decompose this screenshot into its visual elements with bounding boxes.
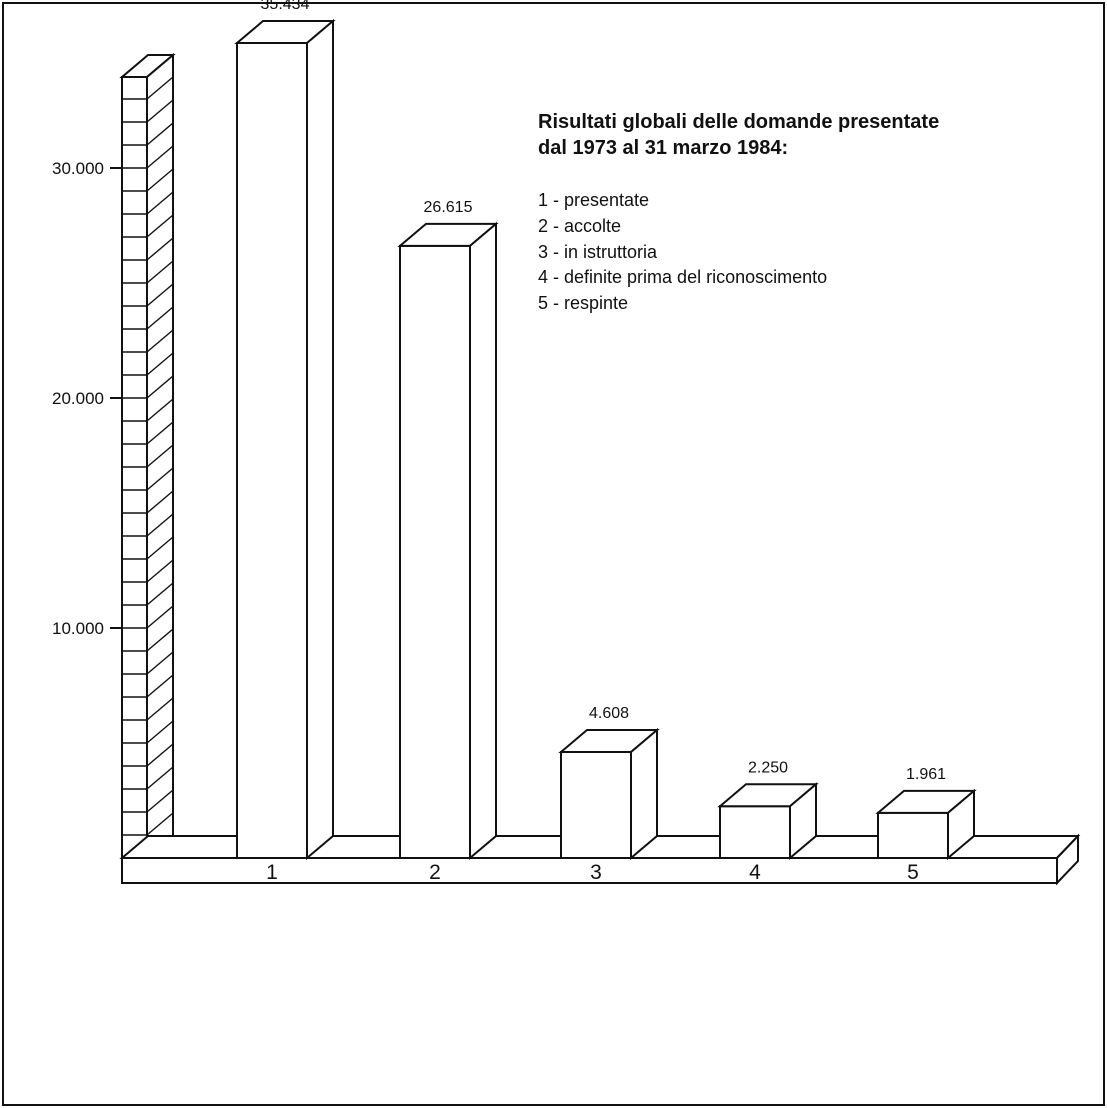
x-category-label: 3 xyxy=(590,861,602,884)
y-axis-hatch-diagonal xyxy=(146,513,174,537)
bar-3 xyxy=(558,727,660,861)
y-axis-hatch-diagonal xyxy=(146,490,174,514)
x-category-label: 4 xyxy=(749,861,761,884)
bar-side xyxy=(469,221,497,861)
y-axis-hatch-diagonal xyxy=(146,375,174,399)
bar-value-label: 26.615 xyxy=(424,199,473,216)
bar-side xyxy=(947,788,975,861)
chart-title-line-1: Risultati globali delle domande presenta… xyxy=(538,111,939,133)
y-axis-hatch-diagonal xyxy=(146,559,174,583)
legend-item-3: 3 - in istruttoria xyxy=(538,242,658,262)
y-axis-hatch-diagonal xyxy=(146,145,174,169)
bar-value-label: 4.608 xyxy=(589,705,629,722)
y-axis-hatch-diagonal xyxy=(146,605,174,629)
legend-item-1: 1 - presentate xyxy=(538,190,649,210)
bar-front xyxy=(236,42,308,859)
y-axis-hatch-diagonal xyxy=(146,812,174,836)
y-axis-hatch-diagonal xyxy=(146,766,174,790)
x-category-label: 5 xyxy=(907,861,919,884)
bar-front xyxy=(399,244,471,859)
legend: 1 - presentate 2 - accolte 3 - in istrut… xyxy=(538,190,827,313)
y-axis-hatch-diagonal xyxy=(146,697,174,721)
bar-side xyxy=(630,727,658,861)
y-axis-hatch-diagonal xyxy=(146,398,174,422)
y-tick-label: 30.000 xyxy=(52,159,104,178)
y-axis-hatch-diagonal xyxy=(146,651,174,675)
y-axis-hatch-diagonal xyxy=(146,467,174,491)
y-axis-hatch-diagonal xyxy=(146,352,174,376)
bar-2 xyxy=(397,221,499,861)
bar-front xyxy=(560,751,632,859)
y-axis-hatch-diagonal xyxy=(146,720,174,744)
y-axis-hatch-diagonal xyxy=(146,628,174,652)
y-tick-label: 20.000 xyxy=(52,389,104,408)
legend-item-4: 4 - definite prima del riconoscimento xyxy=(538,267,827,287)
y-axis-hatch-diagonal xyxy=(146,674,174,698)
bar-5 xyxy=(875,788,977,861)
y-axis-hatch-diagonal xyxy=(146,283,174,307)
x-category-label: 2 xyxy=(429,861,441,884)
y-axis-hatch-diagonal xyxy=(146,306,174,330)
y-axis-hatch-diagonal xyxy=(146,444,174,468)
bar-1 xyxy=(234,18,336,861)
y-axis-hatching xyxy=(122,76,174,836)
bar-4 xyxy=(717,782,819,861)
bar-side xyxy=(306,18,334,861)
bar-value-label: 35.434 xyxy=(261,0,310,13)
bar-value-label: 2.250 xyxy=(748,759,788,776)
chart-title-line-2: dal 1973 al 31 marzo 1984: xyxy=(538,137,788,159)
y-tick-label: 10.000 xyxy=(52,619,104,638)
y-axis-hatch-diagonal xyxy=(146,789,174,813)
y-axis-hatch-diagonal xyxy=(146,191,174,215)
bars-layer: 35.434 1 26.615 2 4.608 3 2.250 4 1.961 5 xyxy=(234,0,977,884)
legend-item-5: 5 - respinte xyxy=(538,293,628,313)
y-axis-hatch-diagonal xyxy=(146,421,174,445)
y-axis-hatch-diagonal xyxy=(146,237,174,261)
bar-value-label: 1.961 xyxy=(906,766,946,783)
y-axis-hatch-diagonal xyxy=(146,99,174,123)
y-axis-hatch-diagonal xyxy=(146,743,174,767)
y-axis-hatch-diagonal xyxy=(146,536,174,560)
legend-item-2: 2 - accolte xyxy=(538,216,621,236)
y-axis-hatch-diagonal xyxy=(146,260,174,284)
bar-front xyxy=(877,811,949,859)
x-category-label: 1 xyxy=(266,861,278,884)
y-axis-hatch-diagonal xyxy=(146,168,174,192)
bar-front xyxy=(719,805,791,859)
bar-side xyxy=(789,782,817,861)
y-axis-hatch-diagonal xyxy=(146,76,174,100)
y-axis-hatch-diagonal xyxy=(146,582,174,606)
y-axis-hatch-diagonal xyxy=(146,214,174,238)
x-axis-slab-side xyxy=(1056,833,1079,886)
y-axis-hatch-diagonal xyxy=(146,329,174,353)
y-axis-hatch-diagonal xyxy=(146,122,174,146)
